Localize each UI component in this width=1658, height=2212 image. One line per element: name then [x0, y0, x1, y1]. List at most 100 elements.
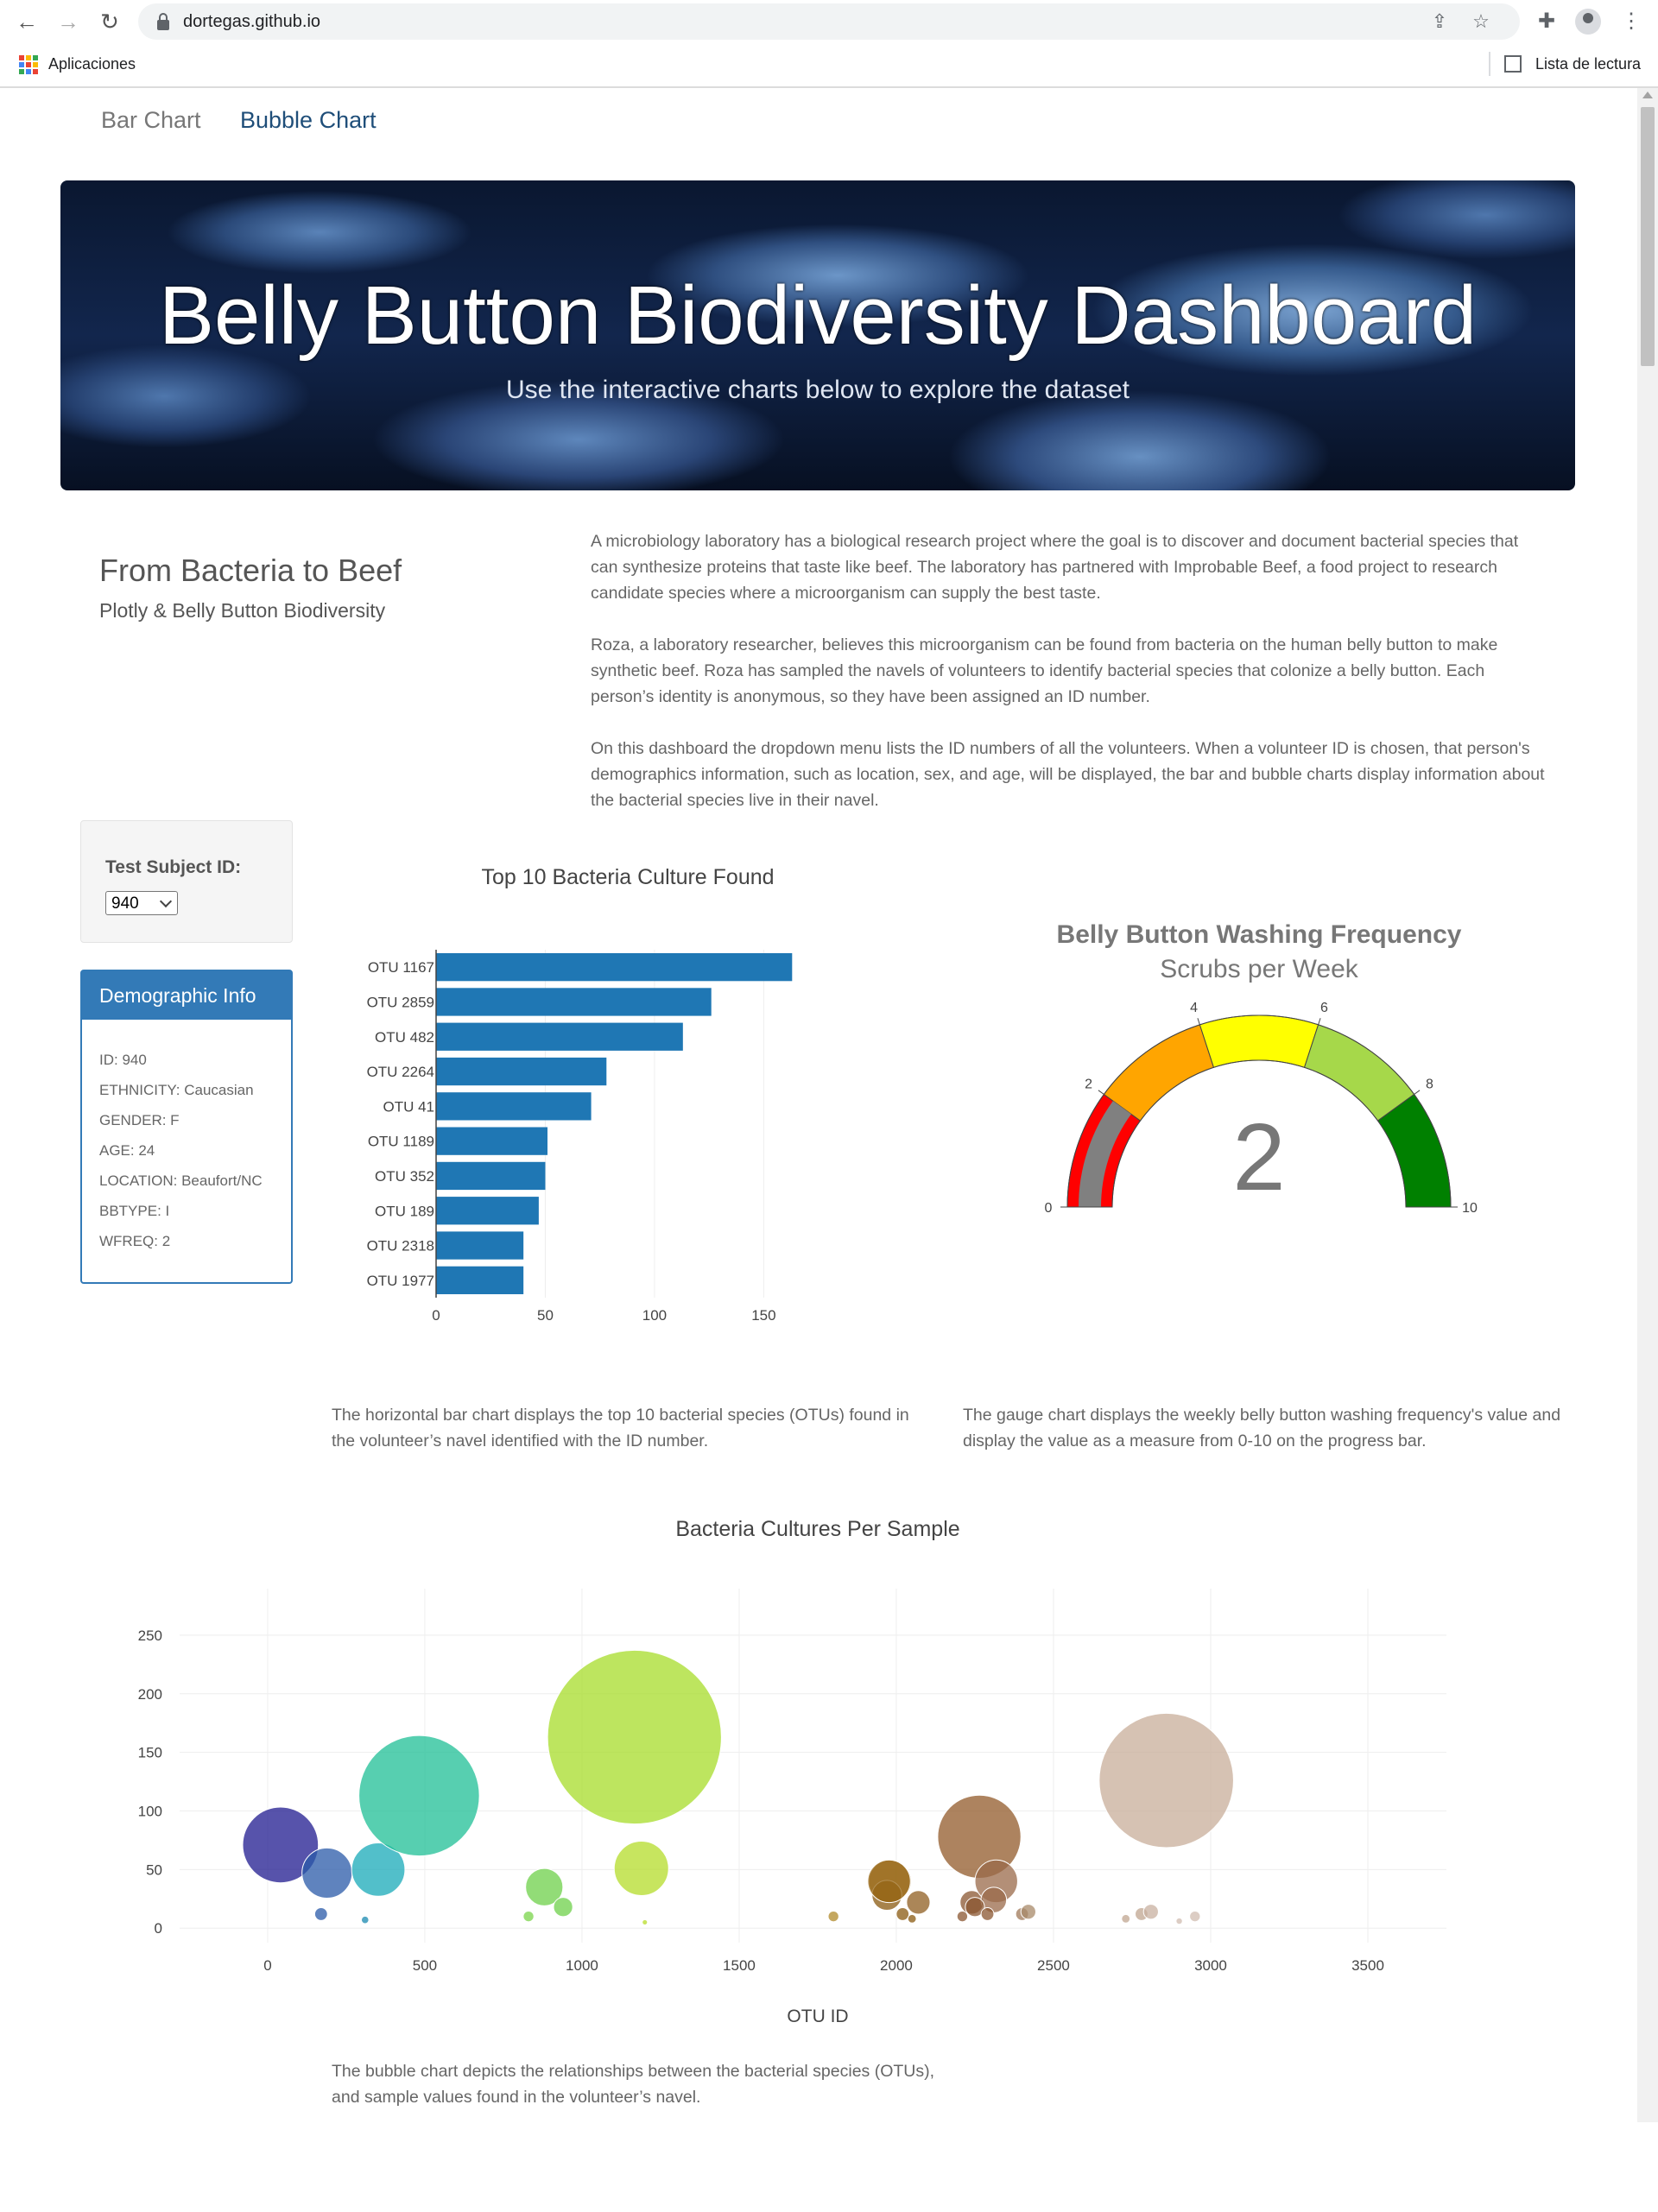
star-icon[interactable]: ☆ [1472, 10, 1490, 32]
bubble-y-tick-label: 0 [155, 1920, 162, 1937]
intro-text: A microbiology laboratory has a biologic… [591, 528, 1549, 808]
bubble [1189, 1910, 1201, 1923]
bar-x-tick-label: 100 [642, 1307, 667, 1324]
bubble [1098, 1712, 1234, 1849]
back-icon[interactable]: ← [16, 9, 38, 35]
section-subtitle: Plotly & Belly Button Biodiversity [99, 599, 386, 622]
demographic-line: ETHNICITY: Caucasian [99, 1082, 254, 1098]
bar-x-tick-label: 50 [537, 1307, 554, 1324]
bubble-y-tick-label: 150 [138, 1745, 162, 1761]
scroll-up-icon[interactable] [1642, 92, 1653, 98]
scroll-thumb[interactable] [1641, 107, 1655, 366]
bubble [242, 1806, 320, 1884]
bubble [956, 1910, 969, 1923]
bar-y-tick-label: OTU 41 [383, 1098, 434, 1115]
bubble-x-tick-label: 2500 [1037, 1957, 1070, 1974]
bubble [301, 1847, 353, 1899]
apps-grid-icon[interactable] [19, 55, 38, 74]
bar-y-tick-label: OTU 2318 [367, 1238, 434, 1255]
bar [436, 953, 793, 982]
bar-chart: Top 10 Bacteria Culture Found 0 50 100 150 OT… [367, 865, 793, 1324]
bubble [351, 1842, 406, 1897]
gauge-tick [1414, 1090, 1421, 1095]
bar-chart-description: The horizontal bar chart displays the to… [332, 1406, 909, 1450]
bubble-x-tick-label: 1500 [723, 1957, 756, 1974]
bubble [553, 1897, 573, 1918]
bubble [827, 1910, 839, 1923]
gauge-value-bar [1079, 1101, 1131, 1207]
bar [436, 1057, 607, 1086]
nav-bubble-chart[interactable]: Bubble Chart [240, 107, 377, 133]
separator [1489, 52, 1490, 76]
gauge-subtitle: Scrubs per Week [1160, 955, 1359, 983]
bubble [525, 1868, 564, 1906]
share-icon[interactable]: ⇪ [1431, 10, 1448, 32]
page-subtitle: Use the interactive charts below to expl… [505, 376, 1130, 404]
chevron-down-icon [159, 894, 173, 908]
menu-icon[interactable]: ⋮ [1621, 9, 1642, 33]
subject-label: Test Subject ID: [105, 857, 242, 877]
bar-y-tick-label: OTU 482 [375, 1029, 434, 1046]
bar-x-tick-label: 150 [751, 1307, 775, 1324]
bubble [547, 1649, 722, 1825]
bubble [1142, 1904, 1159, 1920]
bubble-y-tick-label: 200 [138, 1686, 162, 1703]
address-bar[interactable]: dortegas.github.io ⇪ ☆ [138, 3, 1520, 40]
reading-list-icon[interactable] [1504, 55, 1522, 73]
intro-paragraph: A microbiology laboratory has a biologic… [591, 532, 1519, 603]
gauge-outline [1066, 1014, 1452, 1208]
bubble-chart-title: Bacteria Cultures Per Sample [675, 1517, 959, 1541]
forward-icon[interactable]: → [57, 9, 79, 35]
bubble [313, 1907, 328, 1921]
gauge-tick-label: 0 [1045, 1201, 1053, 1216]
bubble [613, 1841, 669, 1896]
bubble [895, 1907, 910, 1921]
nav-bar-chart[interactable]: Bar Chart [101, 107, 201, 133]
bubble-y-tick-label: 100 [138, 1804, 162, 1820]
bubble-y-tick-label: 250 [138, 1627, 162, 1644]
bar [436, 1231, 524, 1260]
bar [436, 1127, 547, 1155]
bar [436, 1022, 683, 1051]
bar [436, 988, 712, 1016]
bubble-y-tick-label: 50 [146, 1861, 162, 1878]
bar-x-tick-label: 0 [432, 1307, 440, 1324]
subject-id-select[interactable]: 940 [105, 891, 178, 915]
bar-y-tick-label: OTU 2264 [367, 1064, 434, 1080]
subject-panel: Test Subject ID: 940 [80, 820, 293, 943]
bubble-chart-description: The bubble chart depicts the relationshi… [332, 2062, 935, 2107]
gauge-tick-label: 6 [1320, 1001, 1328, 1015]
bubble [907, 1913, 917, 1924]
section-title: From Bacteria to Beef [99, 553, 402, 588]
url-text: dortegas.github.io [183, 12, 321, 31]
extensions-icon[interactable]: ✚ [1537, 9, 1556, 33]
demographic-line: WFREQ: 2 [99, 1233, 171, 1249]
demographic-heading: Demographic Info [82, 971, 291, 1020]
gauge-tick-label: 8 [1426, 1078, 1433, 1092]
bar-y-tick-label: OTU 1167 [368, 959, 434, 976]
bubble [980, 1907, 995, 1921]
gauge-step [1199, 1014, 1319, 1068]
bar-y-tick-label: OTU 1977 [367, 1273, 434, 1289]
bubble-x-tick-label: 3500 [1351, 1957, 1384, 1974]
bubble-x-tick-label: 1000 [566, 1957, 598, 1974]
demographic-line: BBTYPE: I [99, 1203, 170, 1219]
demographic-line: AGE: 24 [99, 1142, 155, 1159]
bubble-x-axis-label: OTU ID [787, 2007, 848, 2026]
demographic-line: LOCATION: Beaufort/NC [99, 1172, 263, 1189]
reading-list-link[interactable]: Lista de lectura [1535, 55, 1642, 73]
reload-icon[interactable]: ↻ [100, 9, 119, 35]
bubble-x-tick-label: 3000 [1194, 1957, 1227, 1974]
bar [436, 1161, 546, 1191]
bar-y-tick-label: OTU 189 [375, 1203, 434, 1219]
bubble-x-tick-label: 2000 [880, 1957, 913, 1974]
bubble [522, 1910, 535, 1923]
bubble [642, 1918, 649, 1926]
jumbotron-banner: Belly Button Biodiversity Dashboard Use … [60, 180, 1575, 490]
profile-avatar-icon[interactable] [1575, 9, 1601, 35]
gauge-title: Belly Button Washing Frequency [1057, 920, 1462, 949]
apps-link[interactable]: Aplicaciones [48, 55, 136, 73]
page-scrollbar[interactable] [1637, 88, 1658, 2122]
browser-toolbar: ← → ↻ dortegas.github.io ⇪ ☆ ✚ ⋮ [0, 0, 1658, 43]
